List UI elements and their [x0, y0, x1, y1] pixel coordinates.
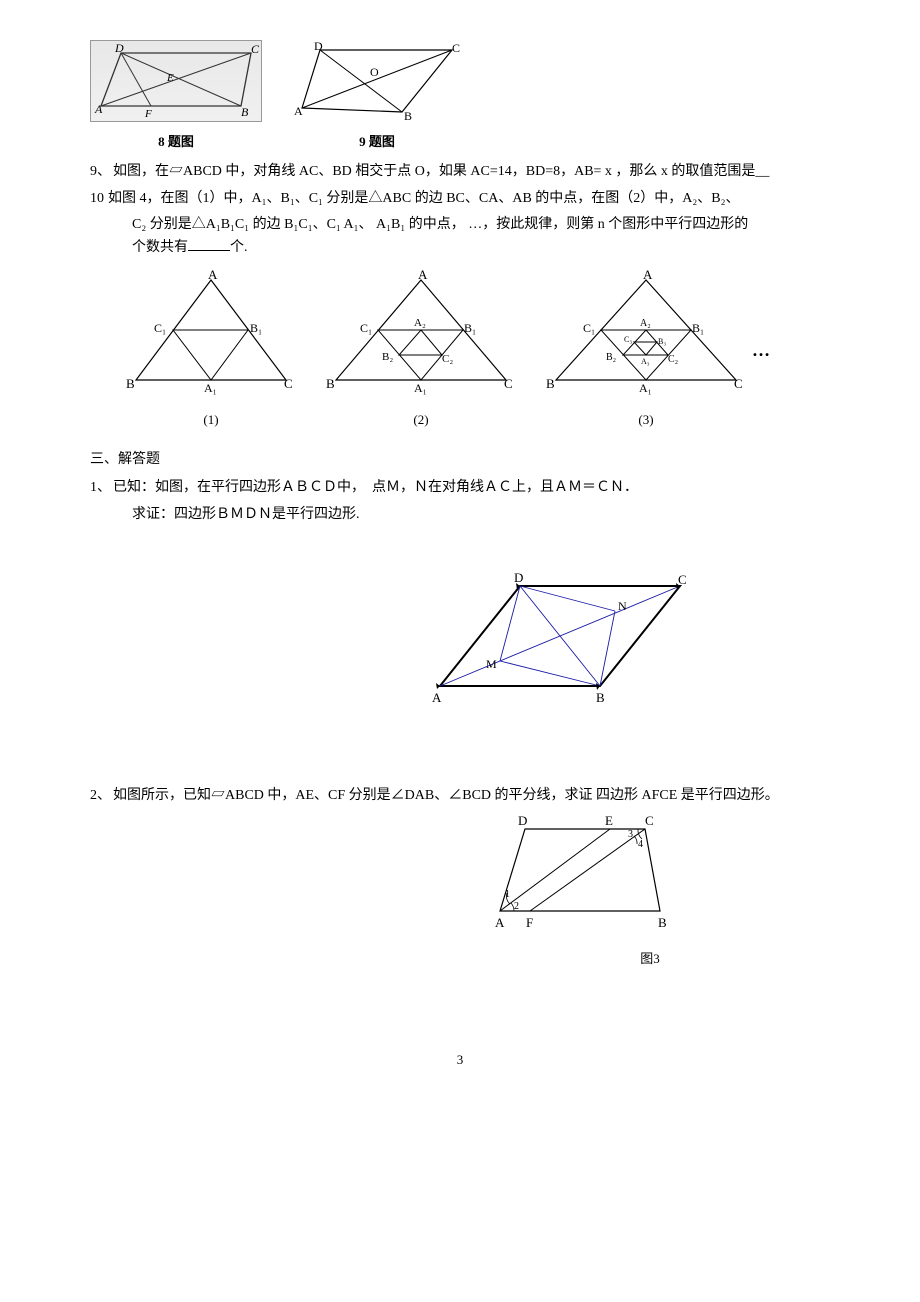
svg-text:B₁: B₁: [250, 321, 262, 335]
svg-text:D: D: [514, 570, 523, 585]
problem-9-num: 9、: [90, 161, 111, 183]
p10-fig2-caption: (2): [326, 410, 516, 431]
p10-ellipsis: …: [752, 336, 770, 365]
svg-text:B: B: [658, 915, 667, 930]
svg-text:A₁: A₁: [414, 381, 427, 395]
svg-text:B: B: [326, 376, 335, 391]
figure-8: A B C D E F 8 题图: [90, 40, 262, 153]
svg-text:C: C: [504, 376, 513, 391]
problem-9-text: 如图，在▱ABCD 中，对角线 AC、BD 相交于点 O，如果 AC=14，BD…: [113, 161, 830, 183]
figure-8-svg: A B C D E F: [90, 40, 262, 122]
svg-text:B₃: B₃: [658, 337, 666, 346]
fig9-label-B: B: [404, 109, 412, 122]
figure-9-svg: A B C D O: [292, 40, 462, 122]
p10-fig1: A B C C₁ B₁ A₁ (1): [126, 270, 296, 431]
svg-text:A: A: [643, 270, 653, 282]
problem-10: 10 如图 4，在图（1）中，A₁、B₁、C₁ 分别是△ABC 的边 BC、CA…: [90, 188, 830, 210]
svg-text:C: C: [734, 376, 743, 391]
svg-text:C: C: [284, 376, 293, 391]
q2-num: 2、: [90, 785, 111, 807]
q2-svg: A F B D E C 1 2 3 4: [470, 811, 690, 941]
svg-text:A: A: [208, 270, 218, 282]
p10-fig3-caption: (3): [546, 410, 746, 431]
svg-text:A₂: A₂: [414, 317, 426, 329]
svg-text:C: C: [678, 572, 687, 587]
page-number: 3: [90, 1050, 830, 1071]
svg-text:C₂: C₂: [442, 353, 453, 365]
q1: 1、 已知：如图，在平行四边形ＡＢＣＤ中， 点Ｍ，Ｎ在对角线ＡＣ上，且ＡＭ＝ＣＮ…: [90, 477, 830, 499]
svg-text:2: 2: [514, 901, 519, 912]
svg-text:B₂: B₂: [382, 351, 393, 363]
fig8-label-D: D: [114, 41, 124, 55]
q2: 2、 如图所示，已知▱ABCD 中，AE、CF 分别是∠DAB、∠BCD 的平分…: [90, 785, 830, 807]
svg-text:C₁: C₁: [360, 321, 372, 335]
p10-figures-row: A B C C₁ B₁ A₁ (1) A B C C₁ B₁ A₁ A₂ B₂ …: [126, 270, 830, 431]
svg-text:A₁: A₁: [639, 381, 652, 395]
fig8-label-E: E: [166, 72, 174, 84]
svg-text:4: 4: [638, 839, 643, 850]
svg-text:M: M: [486, 657, 497, 671]
svg-text:A: A: [432, 690, 442, 705]
fig9-label-C: C: [452, 41, 460, 55]
q2-figure: A F B D E C 1 2 3 4 图3: [470, 811, 830, 970]
q1-figure: A B C D M N: [420, 566, 830, 724]
svg-text:C₁: C₁: [154, 321, 166, 335]
svg-text:A: A: [418, 270, 428, 282]
svg-text:N: N: [618, 599, 627, 613]
svg-text:A₁: A₁: [204, 381, 217, 395]
svg-text:A₃: A₃: [641, 357, 650, 366]
svg-text:F: F: [526, 915, 533, 930]
svg-text:B: B: [596, 690, 605, 705]
p10-fig3: A B C C₁ B₁ A₁ A₂ B₂ C₂ C₃ B₃ A₃ (3) …: [546, 270, 770, 431]
q1-num: 1、: [90, 477, 111, 499]
svg-text:C₁: C₁: [583, 321, 595, 335]
q1-line1: 已知：如图，在平行四边形ＡＢＣＤ中， 点Ｍ，Ｎ在对角线ＡＣ上，且ＡＭ＝ＣＮ．: [113, 477, 830, 499]
svg-text:C₃: C₃: [624, 335, 632, 344]
svg-text:D: D: [518, 813, 527, 828]
q1-svg: A B C D M N: [420, 566, 710, 716]
svg-text:B₁: B₁: [464, 321, 476, 335]
problem-10-line3b: 个.: [230, 240, 248, 255]
p10-fig1-svg: A B C C₁ B₁ A₁: [126, 270, 296, 400]
fig8-label-B: B: [241, 105, 249, 119]
svg-text:B: B: [546, 376, 555, 391]
p10-fig2: A B C C₁ B₁ A₁ A₂ B₂ C₂ (2): [326, 270, 516, 431]
problem-10-line1: 如图 4，在图（1）中，A₁、B₁、C₁ 分别是△ABC 的边 BC、CA、AB…: [108, 188, 830, 210]
problem-10-num: 10: [90, 188, 104, 210]
svg-text:A₂: A₂: [640, 318, 651, 329]
svg-text:3: 3: [628, 829, 633, 840]
figure-9: A B C D O 9 题图: [292, 40, 462, 153]
svg-text:C: C: [645, 813, 654, 828]
section-3-title: 三、解答题: [90, 449, 830, 471]
fig9-label-O: O: [370, 65, 379, 79]
fig8-label-C: C: [251, 42, 260, 56]
q2-text: 如图所示，已知▱ABCD 中，AE、CF 分别是∠DAB、∠BCD 的平分线，求…: [113, 785, 830, 807]
fig8-caption: 8 题图: [90, 132, 262, 153]
svg-text:B: B: [126, 376, 135, 391]
blank-input[interactable]: [188, 236, 230, 251]
problem-10-line3: 个数共有 个.: [90, 236, 830, 259]
problem-10-line2: C₂ 分别是△A₁B₁C₁ 的边 B₁C₁、C₁ A₁、 A₁B₁ 的中点， ……: [90, 214, 830, 236]
p10-fig1-caption: (1): [126, 410, 296, 431]
fig9-label-A: A: [294, 104, 303, 118]
q1-line2: 求证：四边形ＢＭＤＮ是平行四边形.: [90, 504, 830, 526]
svg-text:1: 1: [505, 889, 510, 900]
svg-text:E: E: [605, 813, 613, 828]
svg-text:B₁: B₁: [692, 321, 704, 335]
top-figures-row: A B C D E F 8 题图 A B C D O 9 题图: [90, 40, 830, 153]
svg-text:A: A: [495, 915, 505, 930]
fig8-label-A: A: [94, 102, 103, 116]
fig9-caption: 9 题图: [292, 132, 462, 153]
problem-9: 9、 如图，在▱ABCD 中，对角线 AC、BD 相交于点 O，如果 AC=14…: [90, 161, 830, 183]
p10-fig3-svg: A B C C₁ B₁ A₁ A₂ B₂ C₂ C₃ B₃ A₃: [546, 270, 746, 400]
svg-text:C₂: C₂: [668, 354, 678, 365]
svg-text:B₂: B₂: [606, 352, 616, 363]
p10-fig2-svg: A B C C₁ B₁ A₁ A₂ B₂ C₂: [326, 270, 516, 400]
fig9-label-D: D: [314, 40, 323, 53]
problem-10-line3a: 个数共有: [132, 240, 188, 255]
fig8-label-F: F: [144, 108, 152, 120]
q2-fig-caption: 图3: [470, 949, 830, 970]
